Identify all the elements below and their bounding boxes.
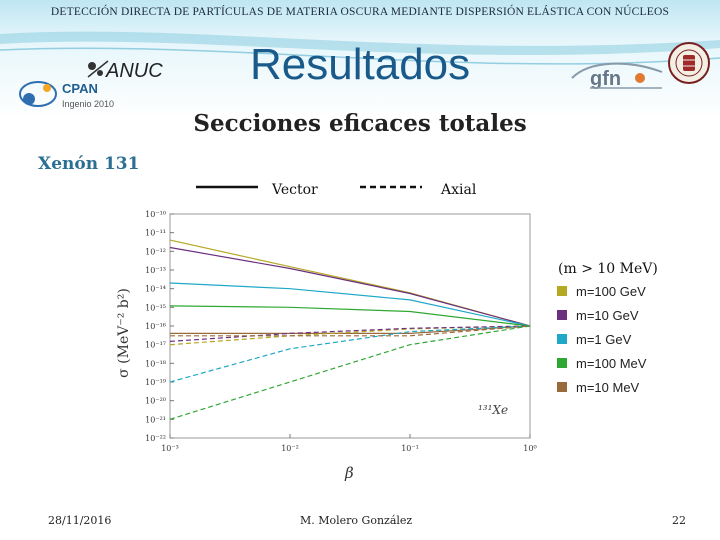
gfn-logo-text: gfn <box>590 68 621 90</box>
cpan-logo-subtext: Ingenio 2010 <box>62 99 114 109</box>
x-axis-label: β <box>344 464 354 482</box>
anuc-logo-text: ANUC <box>105 60 163 82</box>
y-tick-label: 10⁻¹⁶ <box>145 322 166 331</box>
x-tick-label: 10⁻¹ <box>401 444 419 453</box>
y-tick-label: 10⁻¹⁰ <box>145 210 166 219</box>
footer-page-number: 22 <box>672 514 686 527</box>
y-tick-label: 10⁻²¹ <box>145 415 166 424</box>
series-line-solid <box>169 239 531 327</box>
gfn-logo: gfn <box>570 60 666 94</box>
series-line-dashed <box>169 325 531 420</box>
y-tick-label: 10⁻¹⁸ <box>145 359 166 368</box>
y-tick-label: 10⁻¹¹ <box>145 229 166 238</box>
axis-ticks: 10⁻¹⁰ 10⁻¹¹ 10⁻¹² 10⁻¹³ 10⁻¹⁴ 10⁻¹⁵ 10⁻¹⁶ 10⁻¹⁷… <box>145 210 537 453</box>
series-line-solid <box>169 282 531 327</box>
y-tick-label: 10⁻¹⁷ <box>145 341 166 350</box>
data-series <box>169 239 531 420</box>
mass-legend-swatch <box>557 286 567 296</box>
slide-title: Resultados <box>250 40 471 89</box>
y-tick-label: 10⁻¹⁵ <box>145 303 166 312</box>
mass-legend-title: (m > 10 MeV) <box>558 261 658 277</box>
header-band <box>0 0 720 118</box>
mass-legend-swatch <box>557 334 567 344</box>
mass-legend-label: m=1 GeV <box>576 332 632 347</box>
legend-axial-label: Axial <box>440 182 477 198</box>
university-seal <box>668 40 710 90</box>
series-line-solid <box>169 305 531 327</box>
series-line-solid <box>169 246 531 327</box>
y-tick-label: 10⁻¹² <box>145 247 166 256</box>
mass-legend-label: m=10 MeV <box>576 380 640 395</box>
isotope-label: Xenón 131 <box>38 154 140 174</box>
x-tick-label: 10⁻² <box>281 444 299 453</box>
y-tick-label: 10⁻¹⁴ <box>145 285 166 294</box>
y-tick-label: 10⁻²⁰ <box>145 397 166 406</box>
mass-legend-label: m=100 GeV <box>576 284 646 299</box>
anuc-logo: ANUC <box>84 57 176 87</box>
isotope-annotation: ¹³¹Xe <box>478 403 508 417</box>
footer-author: M. Molero González <box>300 514 413 527</box>
y-tick-label: 10⁻¹⁹ <box>145 378 167 387</box>
y-tick-label: 10⁻²² <box>145 434 166 443</box>
cpan-logo-text: CPAN <box>62 81 98 96</box>
mass-legend-swatch <box>557 382 567 392</box>
series-line-dashed <box>169 325 531 342</box>
y-tick-label: 10⁻¹³ <box>145 266 166 275</box>
mass-legend-label: m=10 GeV <box>576 308 639 323</box>
mass-legend: m=100 GeV m=10 GeV m=1 GeV m=100 MeV m=10 Me… <box>557 284 647 395</box>
footer-date: 28/11/2016 <box>48 514 112 527</box>
series-line-dashed <box>170 325 531 337</box>
plot-frame <box>169 213 531 439</box>
mass-legend-swatch <box>557 358 567 368</box>
cpan-logo: CPAN Ingenio 2010 <box>12 76 124 116</box>
mass-legend-swatch <box>557 310 567 320</box>
series-line-dashed <box>169 325 531 383</box>
slide-subtitle: Secciones eficaces totales <box>193 110 527 137</box>
presentation-banner: DETECCIÓN DIRECTA DE PARTÍCULAS DE MATER… <box>50 6 670 18</box>
legend-vector-label: Vector <box>271 182 318 198</box>
mass-legend-label: m=100 MeV <box>576 356 647 371</box>
x-tick-label: 10⁰ <box>523 444 536 453</box>
x-tick-label: 10⁻³ <box>161 444 179 453</box>
series-line-solid <box>170 325 531 334</box>
y-axis-label: σ (MeV⁻² b²) <box>116 288 132 378</box>
